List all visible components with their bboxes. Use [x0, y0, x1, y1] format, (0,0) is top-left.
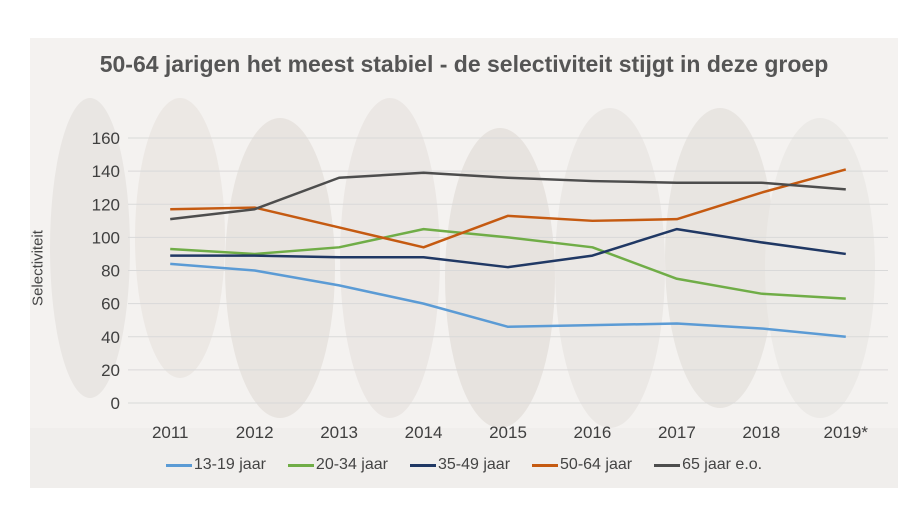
legend-label: 20-34 jaar — [315, 456, 388, 473]
x-tick-label: 2015 — [489, 423, 527, 442]
legend-label: 13-19 jaar — [193, 456, 266, 473]
y-tick-label: 120 — [92, 195, 120, 214]
series-lines — [170, 168, 847, 338]
legend-label: 50-64 jaar — [560, 456, 633, 473]
legend-swatch — [532, 463, 559, 467]
legend-swatch — [165, 463, 192, 467]
legend-item: 13-19 jaar — [165, 456, 266, 474]
legend-item: 35-49 jaar — [409, 456, 511, 474]
legend-label: 35-49 jaar — [437, 456, 511, 473]
x-tick-label: 2013 — [320, 423, 358, 442]
y-tick-label: 0 — [111, 394, 120, 413]
y-tick-label: 60 — [101, 295, 120, 314]
legend-label: 65 jaar e.o. — [682, 456, 763, 473]
x-tick-label: 2014 — [405, 423, 443, 442]
y-tick-label: 80 — [101, 262, 120, 281]
series-line-2 — [170, 227, 846, 269]
x-tick-label: 2019* — [824, 423, 869, 442]
y-tick-label: 20 — [101, 361, 120, 380]
series-line-0 — [170, 262, 846, 338]
legend-item: 20-34 jaar — [287, 456, 388, 474]
series-line-3 — [170, 168, 847, 249]
legend-swatch — [287, 463, 314, 467]
y-axis-label: Selectiviteit — [30, 230, 47, 306]
y-tick-label: 100 — [92, 228, 120, 247]
series-line-4 — [170, 171, 846, 221]
y-tick-label: 140 — [92, 162, 120, 181]
chart-frame: 50-64 jarigen het meest stabiel - de sel… — [30, 38, 898, 488]
y-axis-ticks: 0 20 40 60 80 100 120 140 160 — [92, 129, 120, 413]
legend-item: 50-64 jaar — [532, 456, 632, 474]
chart-title: 50-64 jarigen het meest stabiel - de sel… — [99, 51, 829, 77]
legend-item: 65 jaar e.o. — [654, 456, 762, 474]
legend-swatch — [654, 463, 681, 467]
x-tick-label: 2018 — [742, 423, 780, 442]
series-line-1 — [170, 227, 846, 300]
y-tick-label: 40 — [101, 328, 120, 347]
x-tick-label: 2016 — [574, 423, 612, 442]
x-tick-label: 2011 — [152, 423, 189, 442]
x-tick-label: 2012 — [236, 423, 274, 442]
x-tick-label: 2017 — [658, 423, 696, 442]
y-tick-label: 160 — [92, 129, 120, 148]
legend: 13-19 jaar 20-34 jaar 35-49 jaar 50-64 jaar… — [30, 456, 898, 474]
x-axis-ticks: 2011 2012 2013 2014 2015 2016 2017 2018 2019* — [152, 423, 868, 442]
legend-swatch — [409, 463, 436, 467]
